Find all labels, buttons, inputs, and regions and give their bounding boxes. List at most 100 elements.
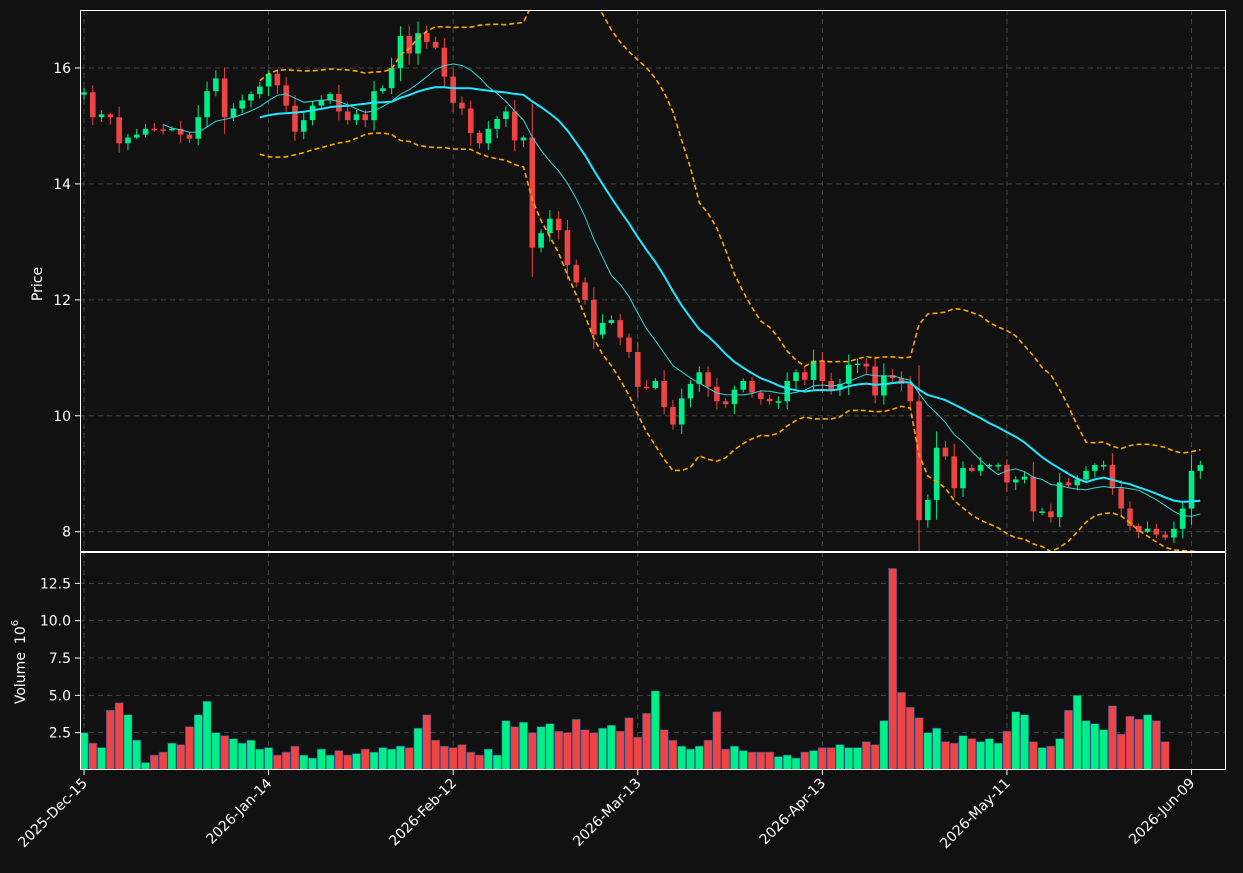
volume-bar [1011, 711, 1021, 770]
candle-body [274, 73, 281, 86]
candle-body [424, 33, 430, 42]
candle-body [353, 114, 360, 121]
volume-bar [1020, 714, 1029, 770]
price-panel-frame [80, 10, 1226, 552]
candle-body [898, 378, 905, 384]
candle-body [450, 76, 456, 103]
volume-bar [325, 754, 335, 770]
volume-bar [984, 738, 994, 770]
volume-bar [176, 744, 186, 770]
candle-body [169, 128, 175, 131]
candle-body [213, 78, 219, 92]
volume-bar [1143, 714, 1152, 770]
volume-bar [1002, 730, 1012, 770]
candle-body [564, 230, 571, 266]
volume-tick-label: 5.0 [49, 688, 71, 704]
volume-bar [510, 726, 520, 770]
volume-bar [721, 748, 731, 770]
candle-body [1004, 465, 1010, 483]
volume-bar [272, 754, 282, 770]
volume-bar [475, 754, 484, 770]
volume-bar [853, 747, 862, 770]
volume-bar [1028, 741, 1038, 770]
volume-bar [897, 692, 906, 770]
volume-bar [993, 742, 1003, 770]
candle-body [151, 128, 158, 131]
volume-bar [738, 750, 748, 770]
candle-body [125, 137, 131, 144]
volume-bar [316, 748, 326, 770]
volume-bar [817, 747, 827, 770]
volume-bar [914, 717, 924, 770]
candle-body [731, 389, 738, 405]
candle-body [775, 401, 782, 403]
candle-body [81, 92, 87, 95]
volume-bar [668, 739, 678, 770]
volume-bar [378, 747, 388, 770]
volume-bar [1099, 729, 1109, 770]
volume-bar [800, 751, 810, 770]
volume-bar [352, 753, 361, 770]
candle-body [784, 380, 790, 402]
candle-body [599, 323, 606, 335]
volume-bar [220, 735, 230, 770]
volume-bar [527, 732, 537, 770]
candle-body [1092, 465, 1098, 471]
volume-bar [826, 747, 836, 770]
volume-bar [563, 732, 572, 770]
candle-body [160, 129, 166, 131]
candle-body [538, 233, 544, 248]
volume-bar [888, 568, 898, 770]
candle-body [1083, 470, 1089, 480]
price-tick-label: 14 [53, 177, 71, 193]
candle-body [459, 102, 465, 109]
candle-body [380, 88, 386, 92]
volume-axis-label: Volume 106 [10, 620, 29, 704]
candle-body [793, 372, 799, 381]
volume-bar [791, 757, 801, 770]
volume-bar [229, 738, 238, 770]
volume-bar [835, 744, 845, 770]
volume-bar [659, 729, 669, 770]
volume-bar [615, 730, 625, 770]
candle-body [318, 99, 325, 106]
candle-body [608, 320, 615, 324]
volume-bar [580, 729, 590, 770]
volume-bar [589, 732, 599, 770]
volume-bar [290, 745, 300, 770]
candle-body [933, 447, 940, 500]
candle-body [248, 94, 254, 101]
candle-body [1162, 534, 1168, 538]
candle-body [257, 86, 263, 95]
volume-bar [466, 751, 476, 770]
candle-body [1048, 511, 1054, 518]
price-axis-label: Price [30, 267, 46, 301]
volume-bar [1116, 733, 1126, 770]
candle-body [1109, 465, 1116, 489]
volume-bar [1055, 738, 1065, 770]
candle-body [740, 380, 747, 390]
volume-bar [1134, 718, 1144, 770]
volume-bar [949, 742, 959, 770]
price-tick-label: 16 [53, 61, 71, 77]
volume-bars [80, 568, 1170, 770]
candle-body [98, 114, 105, 118]
volume-tick-label: 7.5 [49, 651, 71, 667]
volume-bar [387, 748, 397, 770]
candle-body [1065, 482, 1072, 486]
volume-bar [879, 720, 889, 770]
candle-body [336, 94, 342, 112]
candle-body [845, 364, 852, 384]
candle-body [714, 386, 720, 402]
candle-body [634, 352, 641, 387]
candle-body [1136, 525, 1142, 532]
volume-bar [941, 741, 950, 770]
volume-bar [650, 690, 660, 770]
candle-body [1021, 476, 1028, 480]
candle-body [889, 375, 896, 379]
candle-body [801, 372, 808, 380]
volume-bar [448, 747, 458, 770]
volume-bar [712, 711, 722, 770]
candle-body [951, 456, 958, 489]
candle-body [1039, 511, 1045, 513]
